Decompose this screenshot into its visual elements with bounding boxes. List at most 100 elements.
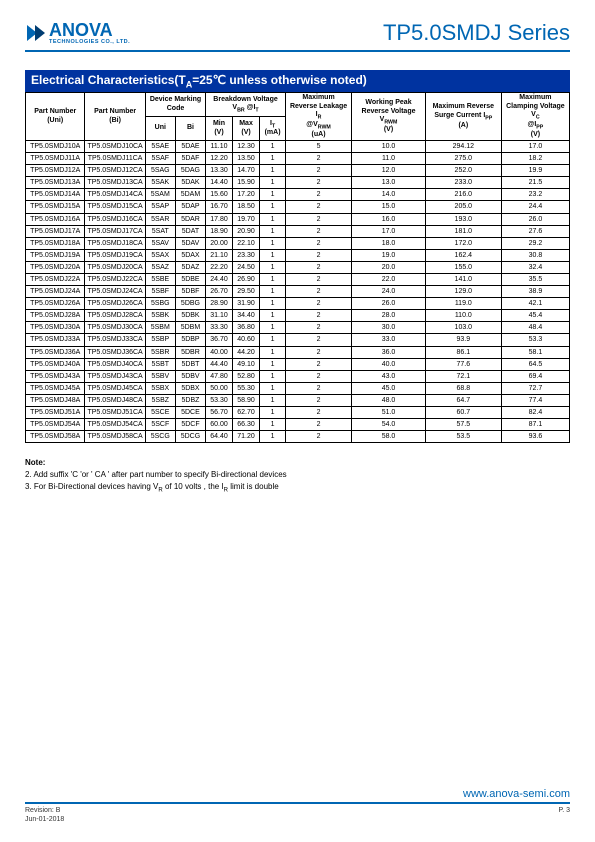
table-cell: 5DBG: [175, 298, 205, 310]
table-cell: 205.0: [425, 201, 501, 213]
table-cell: 5DAV: [175, 237, 205, 249]
table-cell: TP5.0SMDJ19A: [26, 249, 85, 261]
table-cell: 22.10: [232, 237, 259, 249]
table-cell: TP5.0SMDJ10CA: [85, 140, 145, 152]
table-cell: 20.0: [352, 261, 426, 273]
table-cell: 38.9: [501, 286, 569, 298]
table-row: TP5.0SMDJ28ATP5.0SMDJ28CA5SBK5DBK31.1034…: [26, 310, 570, 322]
table-cell: TP5.0SMDJ16A: [26, 213, 85, 225]
table-cell: 294.12: [425, 140, 501, 152]
table-cell: TP5.0SMDJ11A: [26, 153, 85, 165]
page-header: ANOVA TECHNOLOGIES CO., LTD. TP5.0SMDJ S…: [25, 20, 570, 52]
table-cell: 1: [260, 225, 286, 237]
table-cell: 5DCG: [175, 431, 205, 443]
table-cell: 2: [285, 165, 351, 177]
table-cell: 5DAF: [175, 153, 205, 165]
table-cell: 1: [260, 213, 286, 225]
table-cell: 57.5: [425, 419, 501, 431]
table-cell: 5DCE: [175, 407, 205, 419]
table-cell: 5DAE: [175, 140, 205, 152]
table-cell: TP5.0SMDJ43CA: [85, 370, 145, 382]
table-cell: 5SBE: [145, 273, 175, 285]
table-cell: 2: [285, 310, 351, 322]
table-row: TP5.0SMDJ14ATP5.0SMDJ14CA5SAM5DAM15.6017…: [26, 189, 570, 201]
table-cell: TP5.0SMDJ11CA: [85, 153, 145, 165]
table-cell: 14.70: [232, 165, 259, 177]
table-cell: TP5.0SMDJ43A: [26, 370, 85, 382]
table-cell: 12.0: [352, 165, 426, 177]
table-cell: 24.0: [352, 286, 426, 298]
table-cell: 35.5: [501, 273, 569, 285]
th-max-rev-leak: Maximum Reverse Leakage IR @VRWM (uA): [285, 93, 351, 141]
table-cell: 36.70: [206, 334, 233, 346]
table-cell: TP5.0SMDJ33A: [26, 334, 85, 346]
footer: www.anova-semi.com Revision: B Jun-01-20…: [25, 802, 570, 824]
table-row: TP5.0SMDJ18ATP5.0SMDJ18CA5SAV5DAV20.0022…: [26, 237, 570, 249]
table-row: TP5.0SMDJ19ATP5.0SMDJ19CA5SAX5DAX21.1023…: [26, 249, 570, 261]
table-cell: 5SAK: [145, 177, 175, 189]
table-cell: 11.0: [352, 153, 426, 165]
table-cell: 24.40: [206, 273, 233, 285]
table-cell: 16.0: [352, 213, 426, 225]
table-cell: 5DBZ: [175, 394, 205, 406]
table-cell: 5DAG: [175, 165, 205, 177]
table-cell: 53.30: [206, 394, 233, 406]
table-cell: 26.90: [232, 273, 259, 285]
table-cell: 5DBT: [175, 358, 205, 370]
table-cell: 5SBF: [145, 286, 175, 298]
table-cell: 216.0: [425, 189, 501, 201]
footer-date: Jun-01-2018: [25, 816, 64, 824]
table-cell: TP5.0SMDJ17CA: [85, 225, 145, 237]
table-cell: 5SAT: [145, 225, 175, 237]
table-cell: 162.4: [425, 249, 501, 261]
th-min: Min (V): [206, 117, 233, 141]
th-part-uni: Part Number (Uni): [26, 93, 85, 141]
table-cell: 12.20: [206, 153, 233, 165]
table-cell: 1: [260, 261, 286, 273]
footer-revision: Revision: B: [25, 807, 64, 815]
table-cell: TP5.0SMDJ40A: [26, 358, 85, 370]
table-cell: 5DBR: [175, 346, 205, 358]
table-cell: 22.0: [352, 273, 426, 285]
table-cell: 2: [285, 358, 351, 370]
table-row: TP5.0SMDJ54ATP5.0SMDJ54CA5SCF5DCF60.0066…: [26, 419, 570, 431]
logo-text: ANOVA: [49, 21, 130, 39]
table-cell: TP5.0SMDJ48A: [26, 394, 85, 406]
footer-page: P. 3: [558, 807, 570, 815]
table-cell: 5: [285, 140, 351, 152]
table-row: TP5.0SMDJ33ATP5.0SMDJ33CA5SBP5DBP36.7040…: [26, 334, 570, 346]
table-cell: 5DBP: [175, 334, 205, 346]
table-cell: TP5.0SMDJ58A: [26, 431, 85, 443]
table-cell: 18.0: [352, 237, 426, 249]
table-cell: TP5.0SMDJ26CA: [85, 298, 145, 310]
table-cell: 86.1: [425, 346, 501, 358]
table-cell: 181.0: [425, 225, 501, 237]
table-cell: TP5.0SMDJ14CA: [85, 189, 145, 201]
table-cell: 2: [285, 286, 351, 298]
logo-icon: [25, 23, 45, 43]
characteristics-table: Part Number (Uni) Part Number (Bi) Devic…: [25, 92, 570, 443]
table-cell: 43.0: [352, 370, 426, 382]
table-cell: 5DAT: [175, 225, 205, 237]
th-max: Max (V): [232, 117, 259, 141]
table-cell: 13.0: [352, 177, 426, 189]
table-cell: 5DBK: [175, 310, 205, 322]
table-cell: TP5.0SMDJ40CA: [85, 358, 145, 370]
table-cell: 10.0: [352, 140, 426, 152]
table-cell: 1: [260, 165, 286, 177]
table-cell: 1: [260, 370, 286, 382]
table-cell: 53.3: [501, 334, 569, 346]
table-cell: 5DAR: [175, 213, 205, 225]
table-cell: 23.30: [232, 249, 259, 261]
table-cell: 5DBV: [175, 370, 205, 382]
th-max-clamp: Maximum Clamping Voltage VC @IPP (V): [501, 93, 569, 141]
table-row: TP5.0SMDJ11ATP5.0SMDJ11CA5SAF5DAF12.2013…: [26, 153, 570, 165]
table-cell: 72.1: [425, 370, 501, 382]
logo-subtitle: TECHNOLOGIES CO., LTD.: [49, 39, 130, 45]
table-cell: 5SAF: [145, 153, 175, 165]
table-cell: 2: [285, 201, 351, 213]
table-cell: TP5.0SMDJ48CA: [85, 394, 145, 406]
table-cell: 1: [260, 407, 286, 419]
table-cell: 1: [260, 382, 286, 394]
table-cell: 155.0: [425, 261, 501, 273]
